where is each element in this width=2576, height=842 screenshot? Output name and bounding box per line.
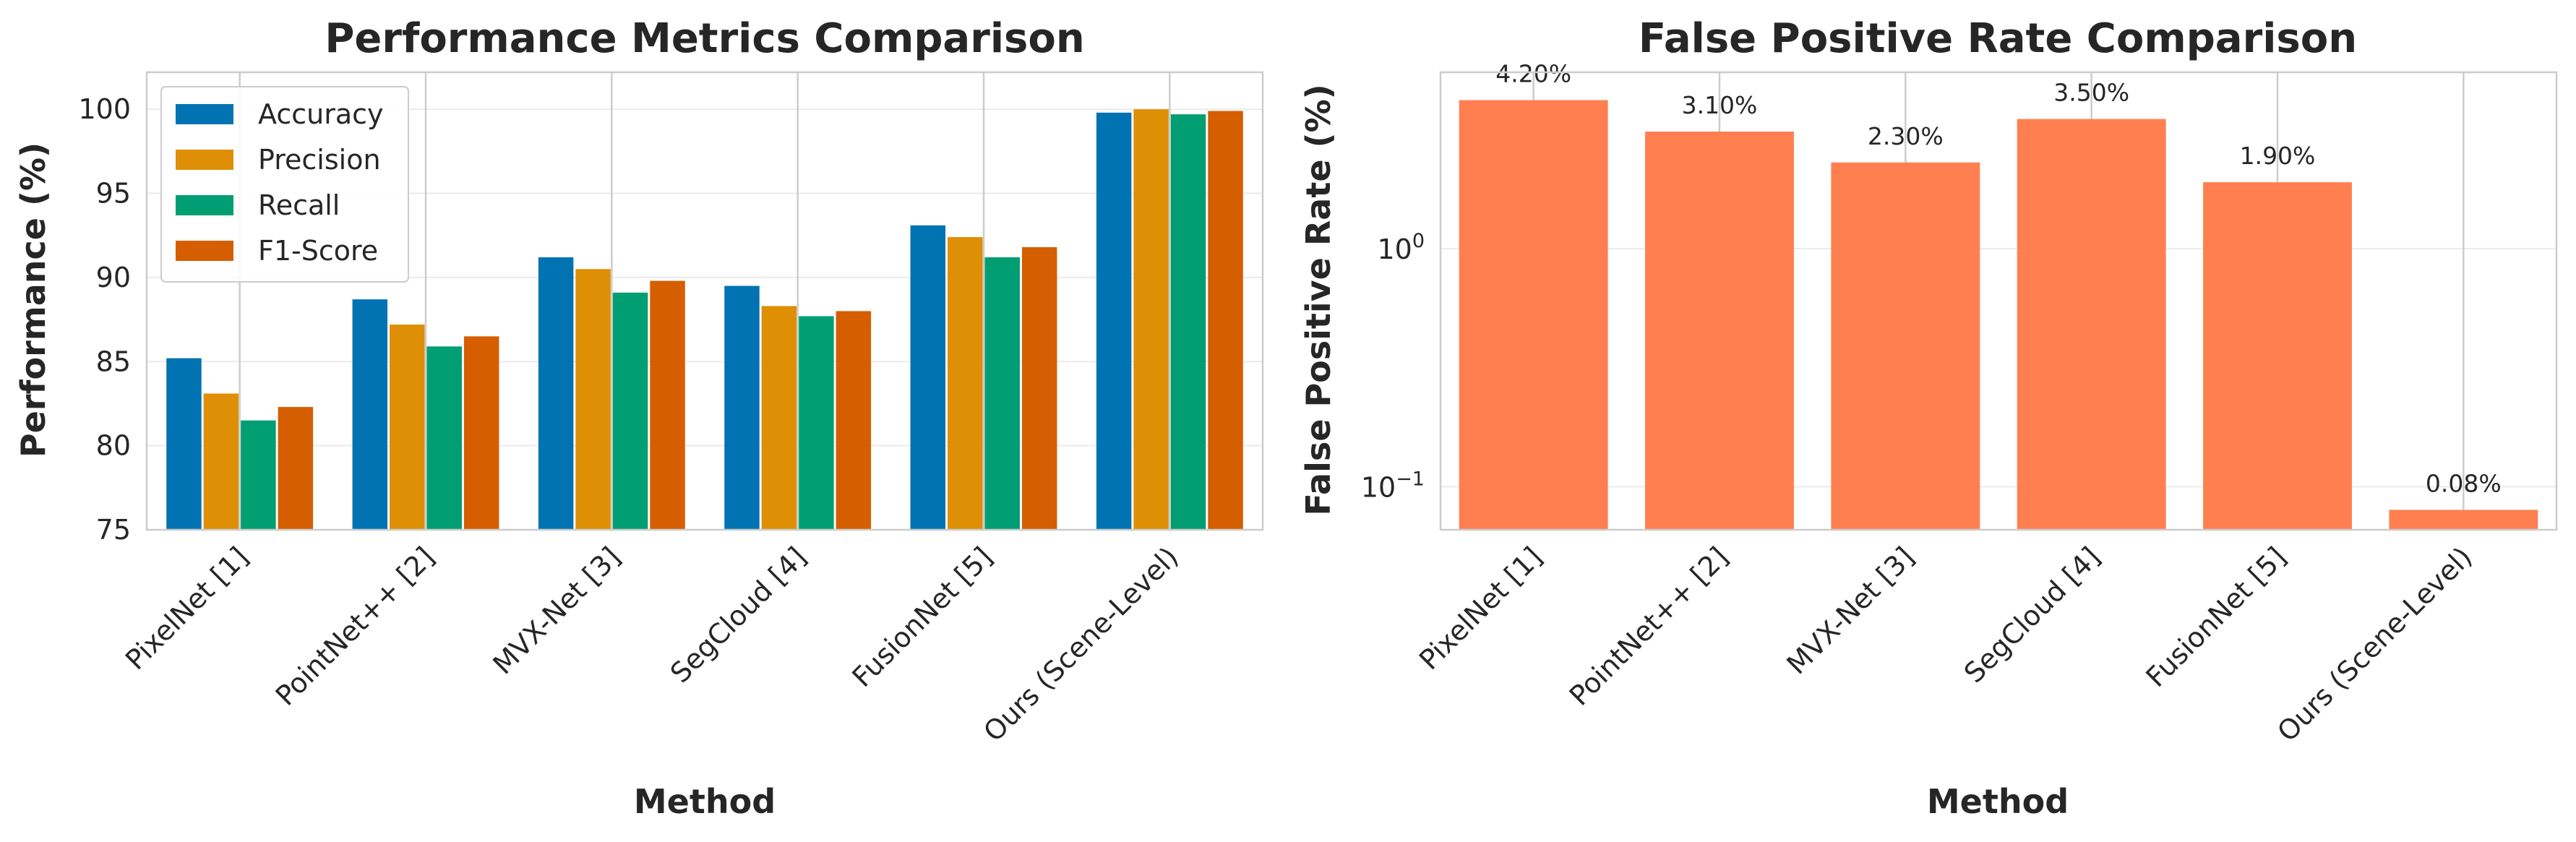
bar [1208, 111, 1243, 530]
legend-label: Accuracy [258, 98, 384, 130]
bar [426, 346, 462, 530]
bar [203, 393, 239, 530]
bar [1459, 100, 1608, 530]
y-tick-label: 100 [78, 93, 131, 125]
legend-label: Recall [258, 189, 340, 221]
y-tick-label: 80 [96, 430, 131, 462]
plot-area-frame [1439, 71, 2558, 531]
legend-swatch [176, 195, 233, 215]
bar [910, 225, 946, 530]
x-tick-label: PointNet++ [2] [1563, 541, 1735, 712]
data-label: 3.50% [2053, 79, 2129, 107]
false-positive-rate-chart: False Positive Rate Comparison Method Fa… [1299, 15, 2558, 821]
data-label: 1.90% [2240, 142, 2316, 170]
bar [166, 358, 202, 530]
bar [650, 280, 685, 530]
x-tick-label: MVX-Net [3] [486, 541, 626, 680]
x-tick-label: PointNet++ [2] [270, 541, 441, 712]
data-label: 0.08% [2426, 469, 2502, 497]
x-tick-label: PixelNet [1] [119, 541, 254, 676]
plot-area-frame [145, 71, 1264, 531]
x-axis-label: Method [1927, 782, 2069, 821]
bar [1831, 162, 1980, 530]
bar [1645, 132, 1794, 530]
bar [2389, 510, 2538, 530]
bar [2203, 182, 2352, 530]
bar [1133, 109, 1169, 530]
bar [984, 257, 1020, 530]
bar [352, 299, 388, 530]
legend-swatch [176, 150, 233, 170]
bar [761, 306, 797, 530]
y-tick-label: 10−1 [1361, 468, 1425, 504]
bar [575, 269, 611, 530]
x-axis-label: Method [634, 782, 776, 821]
y-tick-label: 75 [96, 514, 131, 546]
y-tick-label: 85 [96, 345, 131, 377]
bar [1021, 247, 1057, 530]
bar [612, 292, 648, 530]
bar [278, 407, 314, 530]
bar [1096, 112, 1132, 530]
x-tick-label: SegCloud [4] [1958, 541, 2106, 689]
x-tick-label: SegCloud [4] [664, 541, 812, 689]
bar [724, 285, 760, 530]
legend-swatch [176, 104, 233, 124]
bar [799, 316, 834, 530]
bar [948, 237, 983, 530]
chart-title: Performance Metrics Comparison [325, 15, 1084, 62]
x-tick-label: FusionNet [5] [2140, 541, 2293, 693]
bar [241, 420, 276, 530]
x-tick-label: Ours (Scene-Level) [2271, 541, 2478, 747]
bar [390, 325, 425, 530]
bar [1170, 114, 1206, 530]
performance-chart: Performance Metrics Comparison Method Pe… [14, 15, 1264, 821]
data-label: 2.30% [1868, 122, 1944, 150]
y-tick-label: 95 [96, 178, 131, 210]
legend-box [160, 86, 409, 283]
x-tick-label: PixelNet [1] [1413, 541, 1548, 676]
data-label: 3.10% [1682, 91, 1758, 119]
bar [2017, 119, 2166, 530]
bar [836, 311, 872, 530]
bar [463, 336, 499, 530]
x-tick-label: Ours (Scene-Level) [977, 541, 1184, 747]
y-tick-label: 90 [96, 262, 131, 293]
x-tick-label: MVX-Net [3] [1780, 541, 1920, 680]
data-label: 4.20% [1495, 60, 1571, 88]
legend-swatch [176, 241, 233, 261]
legend: Accuracy Precision Recall F1-Score [160, 86, 409, 283]
bar [538, 257, 574, 530]
legend-label: Precision [258, 144, 381, 176]
y-axis-label: False Positive Rate (%) [1299, 84, 1338, 515]
y-axis-label: Performance (%) [14, 142, 53, 457]
x-tick-label: FusionNet [5] [846, 541, 999, 693]
legend-label: F1-Score [258, 235, 378, 267]
chart-title: False Positive Rate Comparison [1639, 15, 2357, 62]
y-tick-label: 100 [1377, 230, 1425, 265]
